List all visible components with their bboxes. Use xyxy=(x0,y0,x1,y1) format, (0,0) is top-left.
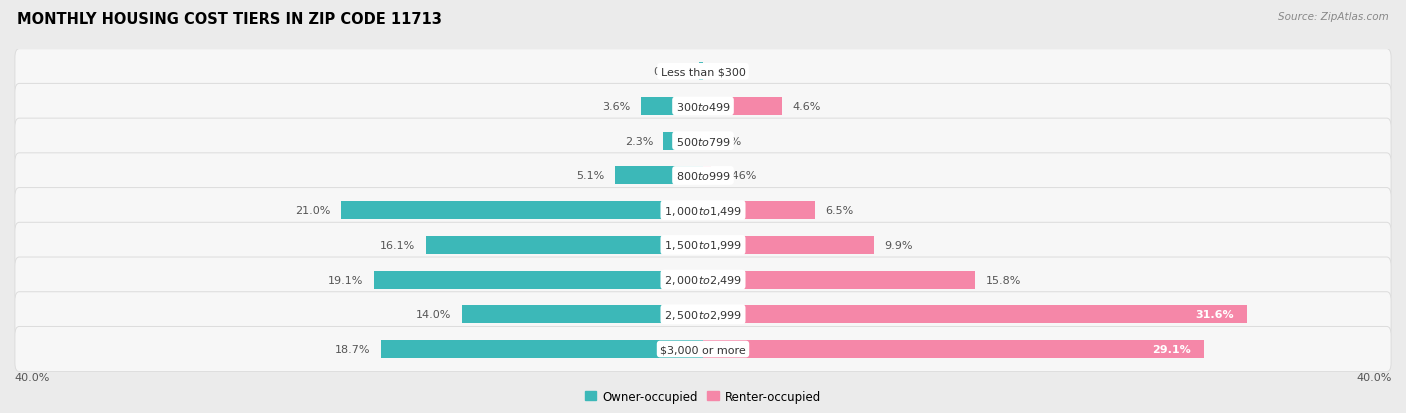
Text: 3.6%: 3.6% xyxy=(602,102,631,112)
Text: 40.0%: 40.0% xyxy=(14,372,49,382)
Text: Less than $300: Less than $300 xyxy=(661,67,745,77)
Text: 16.1%: 16.1% xyxy=(380,240,415,250)
Text: $500 to $799: $500 to $799 xyxy=(675,135,731,147)
Text: 14.0%: 14.0% xyxy=(416,310,451,320)
Bar xyxy=(461,306,703,323)
Text: 29.1%: 29.1% xyxy=(1152,344,1191,354)
FancyBboxPatch shape xyxy=(15,223,1391,268)
Text: $1,500 to $1,999: $1,500 to $1,999 xyxy=(664,239,742,252)
Text: MONTHLY HOUSING COST TIERS IN ZIP CODE 11713: MONTHLY HOUSING COST TIERS IN ZIP CODE 1… xyxy=(17,12,441,27)
Text: 4.6%: 4.6% xyxy=(793,102,821,112)
Bar xyxy=(703,271,976,289)
Text: 0.23%: 0.23% xyxy=(654,67,689,77)
FancyBboxPatch shape xyxy=(15,50,1391,95)
Text: 31.6%: 31.6% xyxy=(1195,310,1233,320)
Text: 40.0%: 40.0% xyxy=(1357,372,1392,382)
FancyBboxPatch shape xyxy=(15,327,1391,372)
Bar xyxy=(381,340,703,358)
Bar xyxy=(374,271,703,289)
Bar xyxy=(703,202,815,220)
FancyBboxPatch shape xyxy=(15,84,1391,129)
Text: 15.8%: 15.8% xyxy=(986,275,1021,285)
FancyBboxPatch shape xyxy=(15,119,1391,164)
Text: 9.9%: 9.9% xyxy=(884,240,912,250)
Bar xyxy=(703,98,782,116)
Text: 5.1%: 5.1% xyxy=(576,171,605,181)
Bar xyxy=(616,167,703,185)
Text: $300 to $499: $300 to $499 xyxy=(675,101,731,113)
Text: 18.7%: 18.7% xyxy=(335,344,371,354)
FancyBboxPatch shape xyxy=(15,292,1391,337)
Bar xyxy=(703,167,711,185)
FancyBboxPatch shape xyxy=(15,154,1391,199)
Bar xyxy=(342,202,703,220)
Bar xyxy=(703,236,873,254)
Text: 0.0%: 0.0% xyxy=(713,136,741,146)
Bar xyxy=(699,63,703,81)
Text: $2,500 to $2,999: $2,500 to $2,999 xyxy=(664,308,742,321)
Bar xyxy=(664,132,703,150)
Bar xyxy=(641,98,703,116)
Bar xyxy=(426,236,703,254)
FancyBboxPatch shape xyxy=(15,188,1391,233)
Text: $2,000 to $2,499: $2,000 to $2,499 xyxy=(664,273,742,286)
Text: 21.0%: 21.0% xyxy=(295,206,330,216)
Text: 0.46%: 0.46% xyxy=(721,171,756,181)
FancyBboxPatch shape xyxy=(15,257,1391,302)
Text: $1,000 to $1,499: $1,000 to $1,499 xyxy=(664,204,742,217)
Text: 0.0%: 0.0% xyxy=(713,67,741,77)
Text: 6.5%: 6.5% xyxy=(825,206,853,216)
Text: 19.1%: 19.1% xyxy=(329,275,364,285)
Bar xyxy=(703,306,1247,323)
Text: Source: ZipAtlas.com: Source: ZipAtlas.com xyxy=(1278,12,1389,22)
Text: $3,000 or more: $3,000 or more xyxy=(661,344,745,354)
Legend: Owner-occupied, Renter-occupied: Owner-occupied, Renter-occupied xyxy=(579,385,827,408)
Text: 2.3%: 2.3% xyxy=(624,136,652,146)
Bar xyxy=(703,340,1204,358)
Text: $800 to $999: $800 to $999 xyxy=(675,170,731,182)
